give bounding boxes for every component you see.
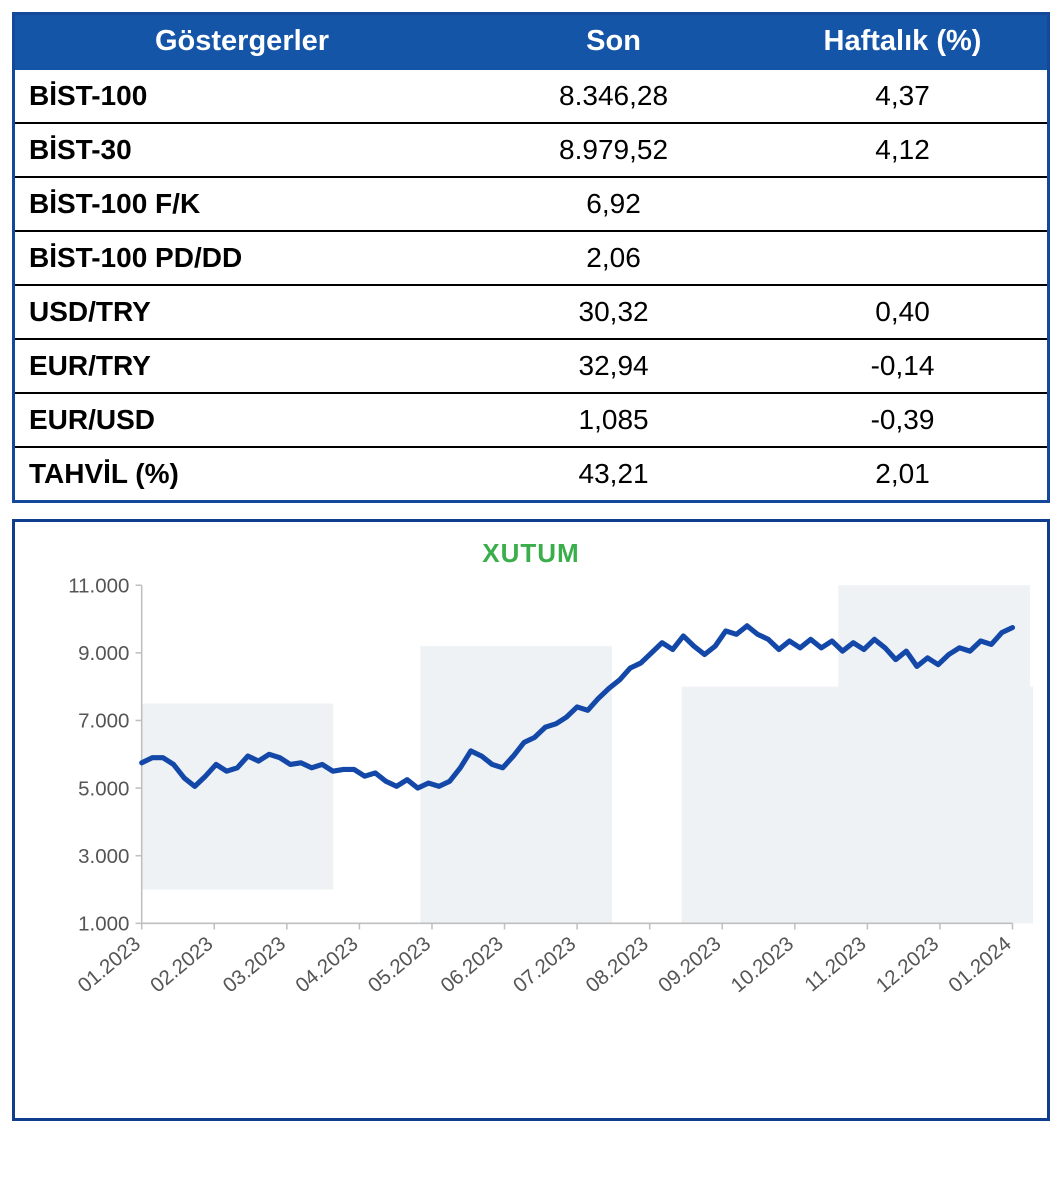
table-body: BİST-1008.346,284,37BİST-308.979,524,12B… (15, 70, 1047, 500)
indicator-last: 8.979,52 (469, 123, 758, 177)
indicator-name: EUR/USD (15, 393, 469, 447)
indicator-name: BİST-100 (15, 70, 469, 123)
indicator-weekly: -0,39 (758, 393, 1047, 447)
indicators-table-wrapper: Göstergerler Son Haftalık (%) BİST-1008.… (12, 12, 1050, 503)
table-row: BİST-1008.346,284,37 (15, 70, 1047, 123)
indicator-name: TAHVİL (%) (15, 447, 469, 500)
chart-title: XUTUM (29, 538, 1033, 569)
xutum-line-chart: 1.000 3.000 5.000 7.000 9.000 11.000 01.202302… (29, 575, 1033, 1108)
svg-text:03.2023: 03.2023 (219, 932, 290, 997)
svg-text:11.2023: 11.2023 (800, 932, 870, 996)
indicator-weekly (758, 177, 1047, 231)
svg-text:04.2023: 04.2023 (291, 932, 362, 997)
indicator-weekly: 4,12 (758, 123, 1047, 177)
svg-text:3.000: 3.000 (78, 845, 129, 868)
svg-text:12.2023: 12.2023 (872, 932, 943, 997)
svg-text:10.2023: 10.2023 (727, 932, 798, 997)
indicator-last: 8.346,28 (469, 70, 758, 123)
svg-text:05.2023: 05.2023 (364, 932, 435, 997)
svg-text:11.000: 11.000 (68, 575, 129, 597)
y-axis: 1.000 3.000 5.000 7.000 9.000 11.000 (68, 575, 141, 935)
indicator-last: 1,085 (469, 393, 758, 447)
indicator-last: 43,21 (469, 447, 758, 500)
indicator-weekly (758, 231, 1047, 285)
svg-text:01.2023: 01.2023 (73, 932, 144, 997)
indicator-name: BİST-100 PD/DD (15, 231, 469, 285)
indicator-last: 32,94 (469, 339, 758, 393)
header-name: Göstergerler (15, 15, 469, 70)
indicator-weekly: 2,01 (758, 447, 1047, 500)
svg-text:02.2023: 02.2023 (146, 932, 217, 997)
svg-text:01.2024: 01.2024 (944, 932, 1015, 997)
svg-text:7.000: 7.000 (78, 710, 129, 733)
svg-text:09.2023: 09.2023 (654, 932, 725, 997)
indicator-name: BİST-30 (15, 123, 469, 177)
svg-text:9.000: 9.000 (78, 642, 129, 665)
table-row: BİST-100 PD/DD2,06 (15, 231, 1047, 285)
indicator-weekly: 4,37 (758, 70, 1047, 123)
indicator-name: EUR/TRY (15, 339, 469, 393)
svg-text:5.000: 5.000 (78, 777, 129, 800)
table-row: BİST-100 F/K6,92 (15, 177, 1047, 231)
indicator-last: 6,92 (469, 177, 758, 231)
header-weekly: Haftalık (%) (758, 15, 1047, 70)
svg-text:07.2023: 07.2023 (509, 932, 580, 997)
table-row: EUR/TRY32,94-0,14 (15, 339, 1047, 393)
svg-text:08.2023: 08.2023 (581, 932, 652, 997)
indicator-name: BİST-100 F/K (15, 177, 469, 231)
svg-text:1.000: 1.000 (78, 912, 129, 935)
table-row: TAHVİL (%)43,212,01 (15, 447, 1047, 500)
indicator-name: USD/TRY (15, 285, 469, 339)
xutum-chart-card: XUTUM 1.000 3.000 5.000 7.000 9.000 11.000 01.… (12, 519, 1050, 1121)
indicators-table: Göstergerler Son Haftalık (%) BİST-1008.… (15, 15, 1047, 500)
svg-text:06.2023: 06.2023 (436, 932, 507, 997)
table-row: USD/TRY30,320,40 (15, 285, 1047, 339)
indicator-last: 2,06 (469, 231, 758, 285)
table-header: Göstergerler Son Haftalık (%) (15, 15, 1047, 70)
x-axis: 01.202302.202303.202304.202305.202306.20… (73, 923, 1015, 997)
indicator-last: 30,32 (469, 285, 758, 339)
indicator-weekly: -0,14 (758, 339, 1047, 393)
table-row: EUR/USD1,085-0,39 (15, 393, 1047, 447)
indicator-weekly: 0,40 (758, 285, 1047, 339)
table-row: BİST-308.979,524,12 (15, 123, 1047, 177)
header-last: Son (469, 15, 758, 70)
